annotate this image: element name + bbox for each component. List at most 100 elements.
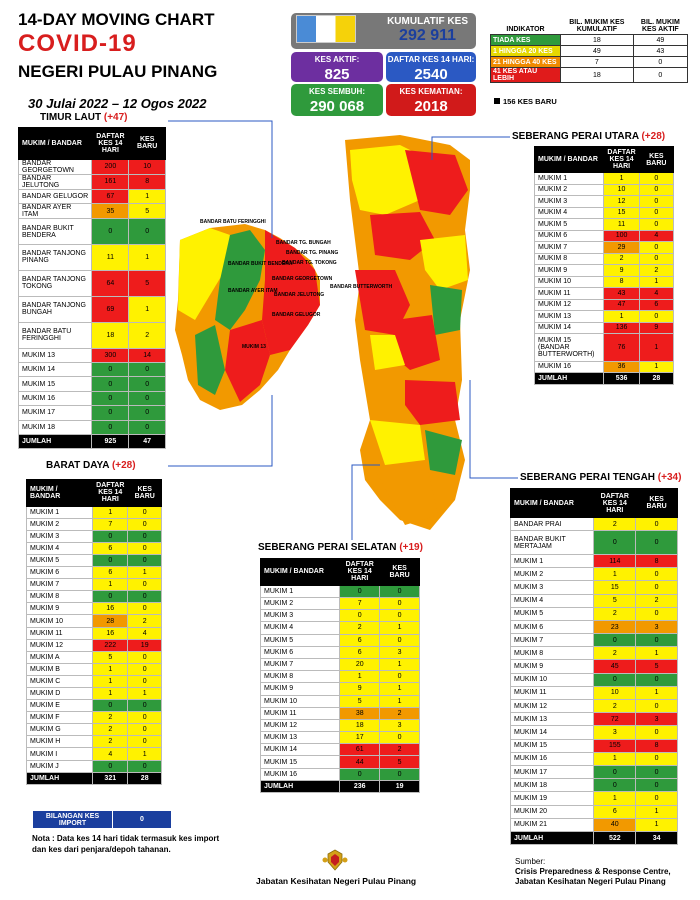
table-row: MUKIM 11 43 4 xyxy=(533,287,675,300)
row-new-cases: 1 xyxy=(379,682,420,696)
table-row: MUKIM 16 0 0 xyxy=(259,767,420,781)
row-new-cases: 1 xyxy=(379,694,420,708)
row-14day-cases: 2 xyxy=(339,621,381,635)
row-new-cases: 1 xyxy=(379,657,420,672)
row-14day-cases: 0 xyxy=(339,584,381,599)
table-header-cell: MUKIM / BANDAR xyxy=(259,558,341,586)
row-new-cases: 6 xyxy=(638,298,675,311)
table-row: MUKIM 15 44 5 xyxy=(259,755,420,769)
row-14day-cases: 12 xyxy=(603,195,640,208)
row-new-cases: 0 xyxy=(127,711,162,725)
kpi-cumulative-value: 292 911 xyxy=(399,27,456,44)
row-name: MUKIM 21 xyxy=(509,817,595,832)
indicator-label: 1 HINGGA 20 KES xyxy=(490,45,561,57)
row-14day-cases: 0 xyxy=(91,218,130,245)
row-new-cases: 0 xyxy=(635,725,678,740)
table-header-cell: MUKIM / BANDAR xyxy=(17,127,93,160)
indicator-row: TIADA KES 18 49 xyxy=(490,34,689,46)
row-name: MUKIM 4 xyxy=(259,621,341,635)
table-row: BANDAR BATU FERINGGHI 18 2 xyxy=(17,321,166,349)
row-14day-cases: 6 xyxy=(92,541,129,555)
table-row: MUKIM 16 36 1 xyxy=(533,360,675,374)
kpi-active-label: KES AKTIF: xyxy=(314,55,360,64)
row-name: MUKIM 11 xyxy=(533,287,605,300)
row-new-cases: 5 xyxy=(635,659,678,674)
row-name: MUKIM 9 xyxy=(25,602,94,616)
row-name: MUKIM 12 xyxy=(25,638,94,652)
import-value: 0 xyxy=(112,810,172,829)
row-new-cases: 5 xyxy=(128,203,166,220)
row-14day-cases: 18 xyxy=(339,718,381,733)
map-label-bukit-bendera: BANDAR BUKIT BENDERA xyxy=(228,261,293,267)
table-row: MUKIM 10 8 1 xyxy=(533,275,675,288)
row-new-cases: 2 xyxy=(128,321,166,349)
row-name: MUKIM C xyxy=(25,674,94,689)
table-row: BANDAR TANJONG TOKONG 64 5 xyxy=(17,269,166,297)
total-label: JUMLAH xyxy=(259,779,341,794)
table-header-cell: KES BARU xyxy=(379,558,420,586)
row-new-cases: 0 xyxy=(635,791,678,806)
row-14day-cases: 1 xyxy=(593,791,637,806)
row-14day-cases: 0 xyxy=(92,553,129,568)
indicator-table: INDIKATOR BIL. MUKIM KES KUMULATIF BIL. … xyxy=(490,18,689,83)
row-name: BANDAR GEORGETOWN xyxy=(17,158,93,175)
section-title-plus: (+28) xyxy=(111,460,136,471)
row-name: MUKIM 12 xyxy=(533,298,605,311)
row-14day-cases: 0 xyxy=(593,672,637,687)
indicator-label: 41 KES ATAU LEBIH xyxy=(490,67,561,83)
row-name: MUKIM 16 xyxy=(509,751,595,766)
kpi-14day: DAFTAR KES 14 HARI: 2540 xyxy=(386,52,476,83)
row-name: MUKIM 16 xyxy=(259,767,341,781)
row-14day-cases: 0 xyxy=(593,778,637,793)
kpi-deaths: KES KEMATIAN: 2018 xyxy=(386,84,476,116)
row-new-cases: 1 xyxy=(128,188,166,205)
table-row: BANDAR TANJONG BUNGAH 69 1 xyxy=(17,295,166,323)
row-new-cases: 0 xyxy=(379,597,420,611)
row-name: MUKIM 4 xyxy=(25,541,94,555)
row-new-cases: 8 xyxy=(635,738,678,753)
row-14day-cases: 1 xyxy=(603,172,640,185)
new-cases-note: 156 KES BARU xyxy=(494,97,557,106)
row-name: MUKIM 7 xyxy=(533,241,605,254)
row-14day-cases: 5 xyxy=(339,694,381,708)
table-row: MUKIM 18 0 0 xyxy=(509,778,678,793)
row-name: MUKIM 10 xyxy=(25,614,94,628)
row-new-cases: 3 xyxy=(635,619,678,635)
row-14day-cases: 67 xyxy=(91,188,130,205)
row-new-cases: 0 xyxy=(635,580,678,595)
table-total-row: JUMLAH 236 19 xyxy=(259,779,420,794)
row-new-cases: 0 xyxy=(635,606,678,621)
row-14day-cases: 0 xyxy=(339,609,381,623)
row-name: BANDAR PRAI xyxy=(509,517,595,532)
map-region-spt-mid xyxy=(392,315,440,370)
total-new: 19 xyxy=(379,779,420,794)
row-new-cases: 0 xyxy=(635,633,678,648)
row-14day-cases: 45 xyxy=(593,659,637,674)
map-region-spt-west xyxy=(370,335,405,370)
row-14day-cases: 76 xyxy=(603,333,640,362)
table-row: MUKIM 15 (BANDAR BUTTERWORTH) 76 1 xyxy=(533,333,675,362)
row-14day-cases: 2 xyxy=(593,699,637,714)
section-title-text: SEBERANG PERAI TENGAH xyxy=(520,472,656,483)
row-new-cases: 0 xyxy=(127,505,162,519)
total-label: JUMLAH xyxy=(17,433,93,450)
row-14day-cases: 1 xyxy=(92,687,129,701)
row-new-cases: 0 xyxy=(635,751,678,766)
row-name: MUKIM 16 xyxy=(533,360,605,374)
row-name: MUKIM 8 xyxy=(259,670,341,684)
row-new-cases: 4 xyxy=(638,287,675,300)
table-row: MUKIM 12 2 0 xyxy=(509,699,678,714)
row-name: BANDAR TANJONG PINANG xyxy=(17,243,93,271)
table-row: MUKIM 5 11 0 xyxy=(533,218,675,231)
row-14day-cases: 17 xyxy=(339,731,381,745)
row-14day-cases: 2 xyxy=(593,606,637,621)
row-name: BANDAR BUKIT BENDERA xyxy=(17,218,93,245)
table-row: MUKIM 9 45 5 xyxy=(509,659,678,674)
row-name: MUKIM 18 xyxy=(509,778,595,793)
table-header-cell: KES BARU xyxy=(127,479,162,507)
indicator-cumulative: 7 xyxy=(560,56,634,68)
indicator-header-1: BIL. MUKIM KES KUMULATIF xyxy=(569,19,625,33)
